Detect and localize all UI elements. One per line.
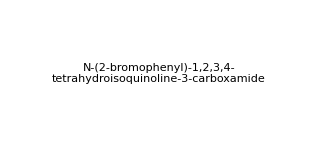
Text: N-(2-bromophenyl)-1,2,3,4-
tetrahydroisoquinoline-3-carboxamide: N-(2-bromophenyl)-1,2,3,4- tetrahydroiso… <box>52 63 266 84</box>
